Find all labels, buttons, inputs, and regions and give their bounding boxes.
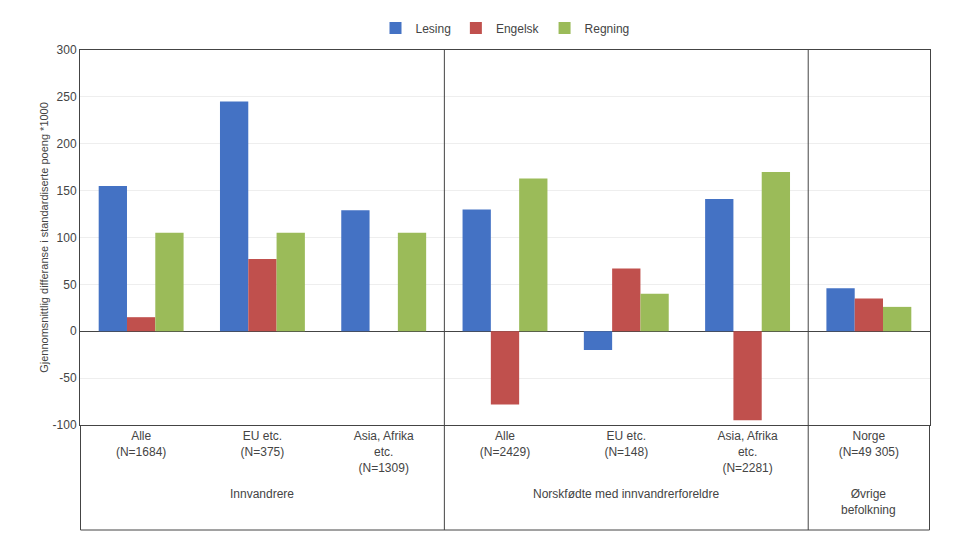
svg-text:Asia, Afrikaetc.(N=2281): Asia, Afrikaetc.(N=2281) — [718, 429, 778, 474]
svg-text:Alle(N=2429): Alle(N=2429) — [480, 429, 530, 459]
svg-text:Alle(N=1684): Alle(N=1684) — [116, 429, 166, 459]
svg-text:0: 0 — [70, 324, 77, 338]
svg-text:Engelsk: Engelsk — [496, 22, 540, 36]
svg-text:-50: -50 — [59, 371, 77, 385]
svg-text:Gjennomsnittlig differanse i s: Gjennomsnittlig differanse i standardise… — [38, 102, 50, 373]
svg-text:Regning: Regning — [585, 22, 630, 36]
svg-text:150: 150 — [57, 184, 77, 198]
svg-text:Lesing: Lesing — [416, 22, 451, 36]
svg-text:50: 50 — [63, 278, 77, 292]
svg-text:250: 250 — [57, 90, 77, 104]
svg-text:Innvandrere: Innvandrere — [230, 487, 294, 501]
svg-text:Norge(N=49 305): Norge(N=49 305) — [839, 429, 899, 459]
svg-text:Øvrigebefolkning: Øvrigebefolkning — [841, 487, 896, 517]
svg-text:300: 300 — [57, 43, 77, 57]
svg-text:Norskfødte med innvandrerforel: Norskfødte med innvandrerforeldre — [533, 487, 719, 501]
svg-text:100: 100 — [57, 231, 77, 245]
svg-text:EU etc.(N=375): EU etc.(N=375) — [241, 429, 285, 459]
svg-text:-100: -100 — [53, 418, 77, 432]
svg-text:200: 200 — [57, 137, 77, 151]
svg-text:EU etc.(N=148): EU etc.(N=148) — [604, 429, 648, 459]
svg-text:Asia, Afrikaetc.(N=1309): Asia, Afrikaetc.(N=1309) — [354, 429, 414, 474]
